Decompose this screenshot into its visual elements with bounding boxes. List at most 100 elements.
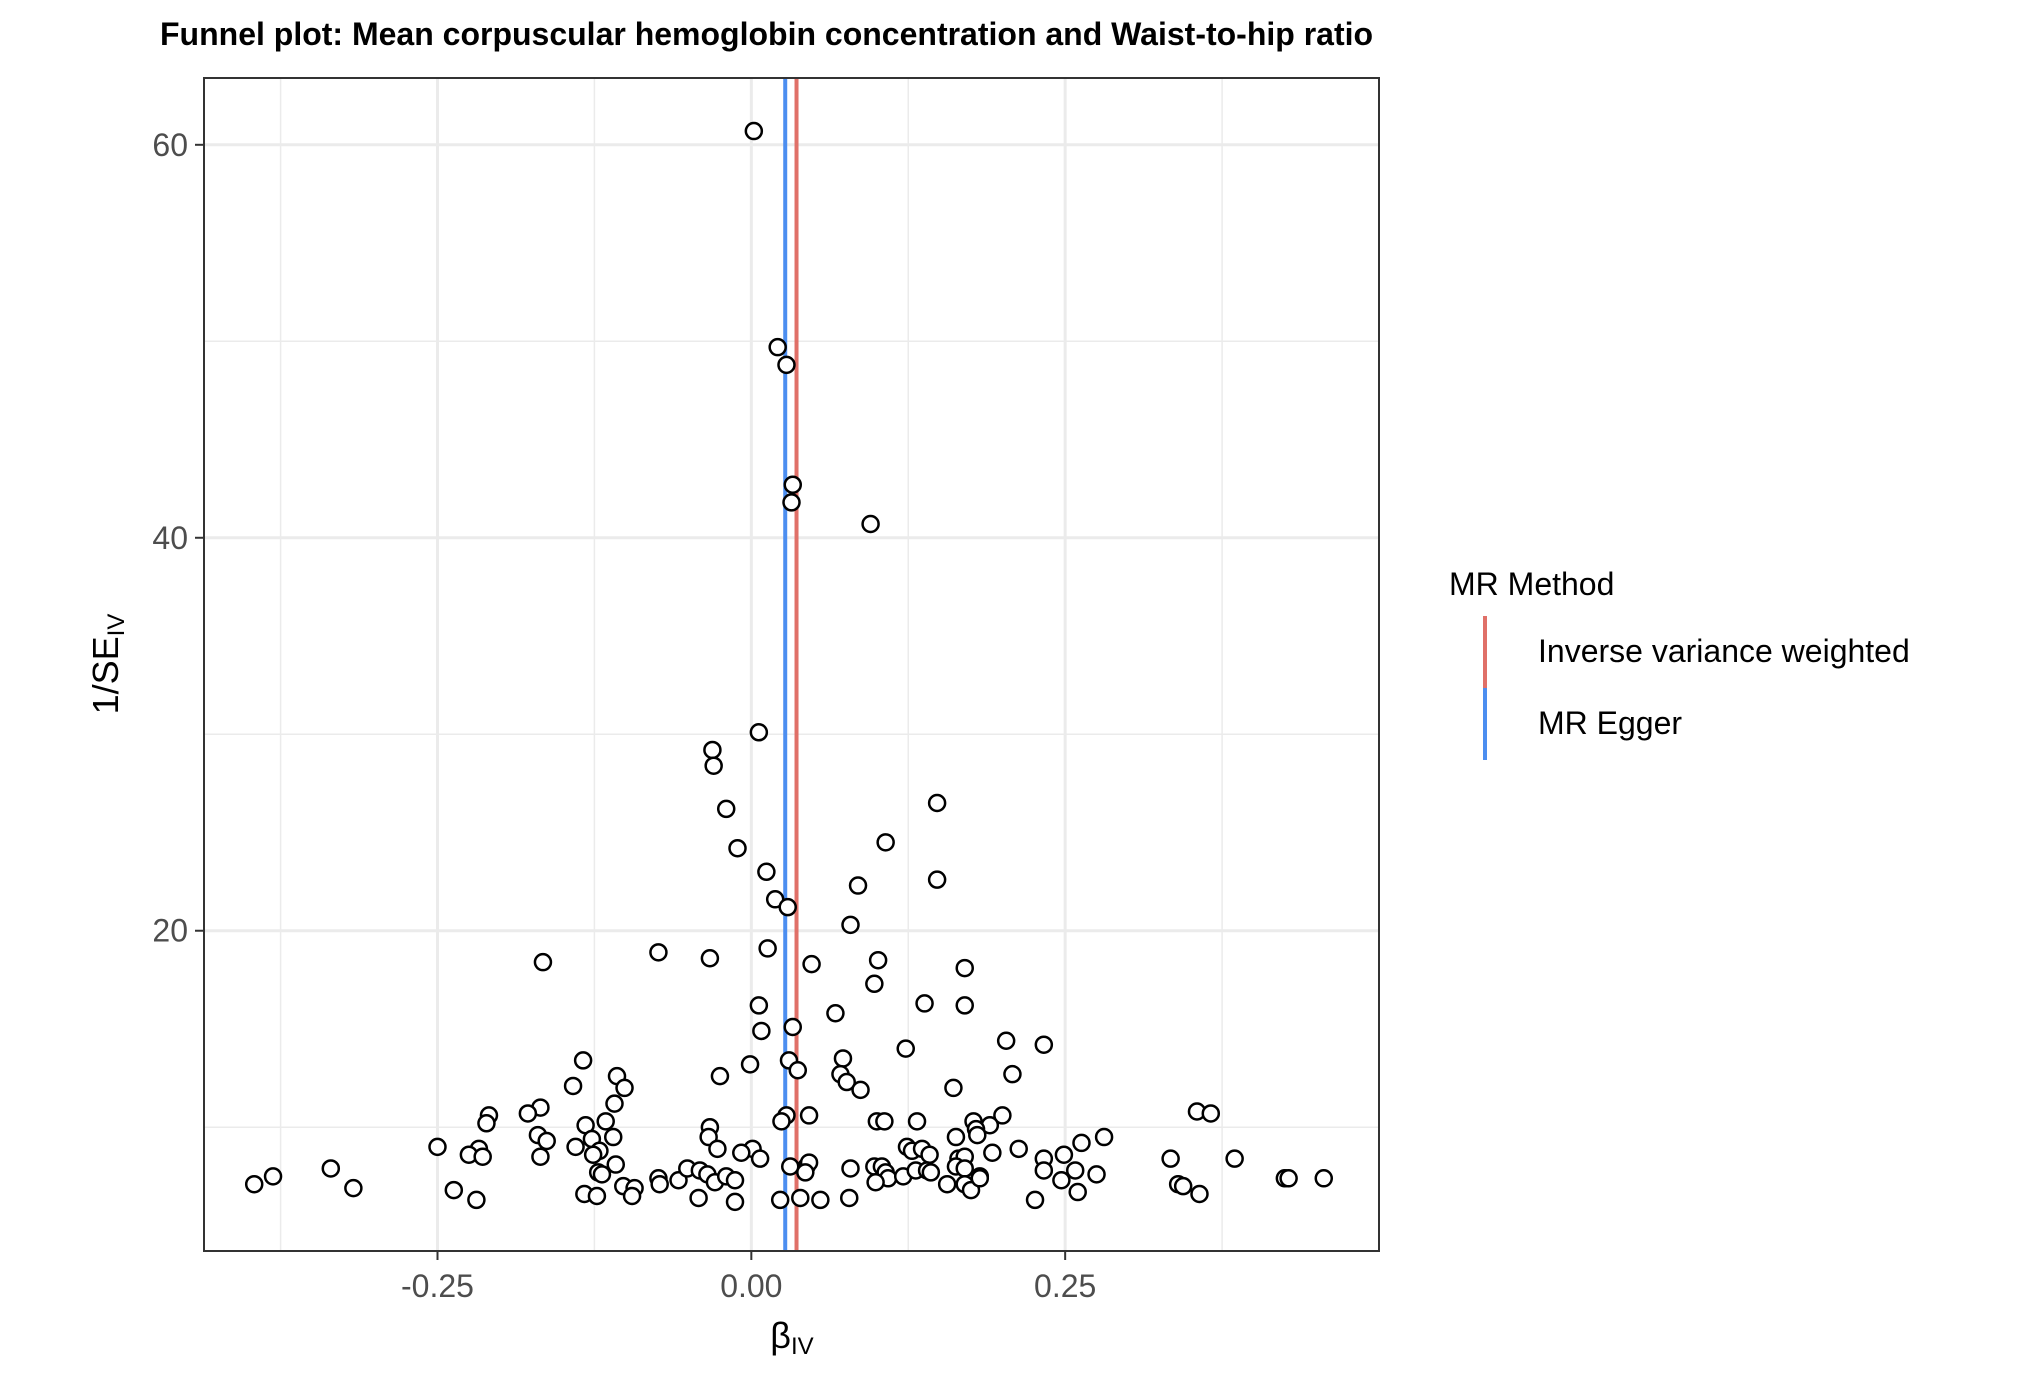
data-point — [749, 996, 769, 1015]
data-point — [875, 1112, 894, 1131]
data-point — [650, 1174, 669, 1194]
data-point — [1065, 1161, 1085, 1180]
axis-ticks: -0.25 0.00 0.25 20 40 60 — [152, 127, 1096, 1304]
y-axis-title-subscript: IV — [103, 614, 130, 637]
x-axis-title-main: β — [770, 1315, 791, 1356]
data-point — [710, 1066, 730, 1086]
data-point — [796, 1163, 815, 1182]
data-point — [428, 1137, 447, 1157]
data-point — [1087, 1165, 1106, 1184]
data-point — [915, 994, 934, 1013]
data-point — [587, 1186, 607, 1206]
data-point — [1068, 1182, 1087, 1202]
data-point — [703, 740, 722, 760]
data-point — [700, 948, 720, 968]
data-point — [866, 1172, 885, 1192]
data-point — [799, 1106, 819, 1125]
x-axis-title: βIV — [770, 1315, 813, 1360]
data-point — [955, 1159, 974, 1178]
data-point — [783, 475, 803, 494]
data-point — [533, 952, 553, 972]
data-point — [841, 915, 860, 935]
data-point — [927, 793, 947, 813]
data-point — [477, 1114, 496, 1133]
data-point — [983, 1143, 1002, 1163]
data-point — [1190, 1184, 1209, 1204]
data-point — [1009, 1139, 1028, 1159]
y-tick-label: 20 — [152, 913, 188, 949]
data-point — [802, 954, 821, 974]
data-point — [968, 1125, 987, 1145]
data-point — [758, 939, 777, 958]
data-point — [848, 876, 868, 895]
data-point — [1034, 1161, 1054, 1180]
data-point — [615, 1078, 634, 1098]
data-point — [937, 1174, 957, 1194]
data-point — [1225, 1149, 1244, 1168]
data-point — [770, 1190, 790, 1210]
data-point — [606, 1155, 626, 1174]
data-point — [921, 1163, 941, 1182]
data-point — [622, 1186, 642, 1206]
data-point — [833, 1049, 853, 1068]
data-point — [851, 1080, 870, 1100]
data-point — [716, 799, 736, 819]
data-point — [782, 493, 801, 512]
data-point — [791, 1188, 810, 1208]
data-point — [907, 1112, 927, 1131]
data-point — [537, 1131, 556, 1151]
data-point — [955, 996, 974, 1015]
data-point — [467, 1190, 486, 1210]
data-point — [768, 337, 787, 357]
legend-label-mr-egger: MR Egger — [1538, 705, 1682, 741]
data-point — [573, 1051, 593, 1070]
data-point — [996, 1031, 1016, 1051]
data-point — [689, 1188, 708, 1208]
data-point — [750, 1149, 770, 1168]
data-point — [837, 1072, 856, 1092]
data-point — [725, 1171, 745, 1190]
data-point — [876, 833, 895, 852]
data-point — [1279, 1169, 1298, 1188]
data-point — [1314, 1169, 1334, 1188]
y-axis-title-main: 1/SE — [85, 636, 126, 714]
data-point — [788, 1060, 808, 1080]
legend-label-inverse-variance-weighted: Inverse variance weighted — [1538, 633, 1910, 669]
data-point — [783, 1017, 803, 1037]
data-point — [725, 1192, 745, 1212]
plot-panel-border — [203, 77, 1380, 1252]
y-axis-title: 1/SEIV — [85, 614, 130, 715]
data-point — [920, 1145, 939, 1164]
data-point — [1161, 1149, 1180, 1168]
data-point — [740, 1055, 760, 1074]
data-point — [1025, 1190, 1045, 1210]
data-point — [649, 943, 668, 962]
data-point — [732, 1143, 751, 1163]
data-point — [1054, 1145, 1074, 1164]
legend: MR Method Inverse variance weighted MR E… — [1449, 566, 1910, 760]
y-tick-label: 60 — [152, 127, 188, 163]
data-point — [728, 838, 747, 858]
data-point — [896, 1039, 915, 1058]
data-point — [993, 1106, 1012, 1125]
data-point — [444, 1180, 464, 1200]
x-tick-label: 0.25 — [1034, 1268, 1096, 1304]
data-point — [970, 1169, 990, 1188]
data-point — [752, 1021, 771, 1041]
data-point — [518, 1104, 538, 1123]
data-point — [1003, 1064, 1022, 1084]
data-point — [244, 1174, 264, 1194]
data-point — [473, 1147, 492, 1166]
data-point — [780, 1157, 800, 1176]
data-point — [757, 862, 776, 882]
data-point — [605, 1094, 624, 1113]
y-tick-label: 40 — [152, 520, 188, 556]
x-tick-label: 0.00 — [720, 1268, 782, 1304]
data-point — [563, 1076, 583, 1096]
data-point — [749, 723, 769, 742]
data-point — [704, 756, 723, 775]
data-point — [777, 355, 796, 375]
data-point — [778, 897, 797, 917]
data-point — [596, 1112, 615, 1131]
data-point — [744, 121, 764, 141]
